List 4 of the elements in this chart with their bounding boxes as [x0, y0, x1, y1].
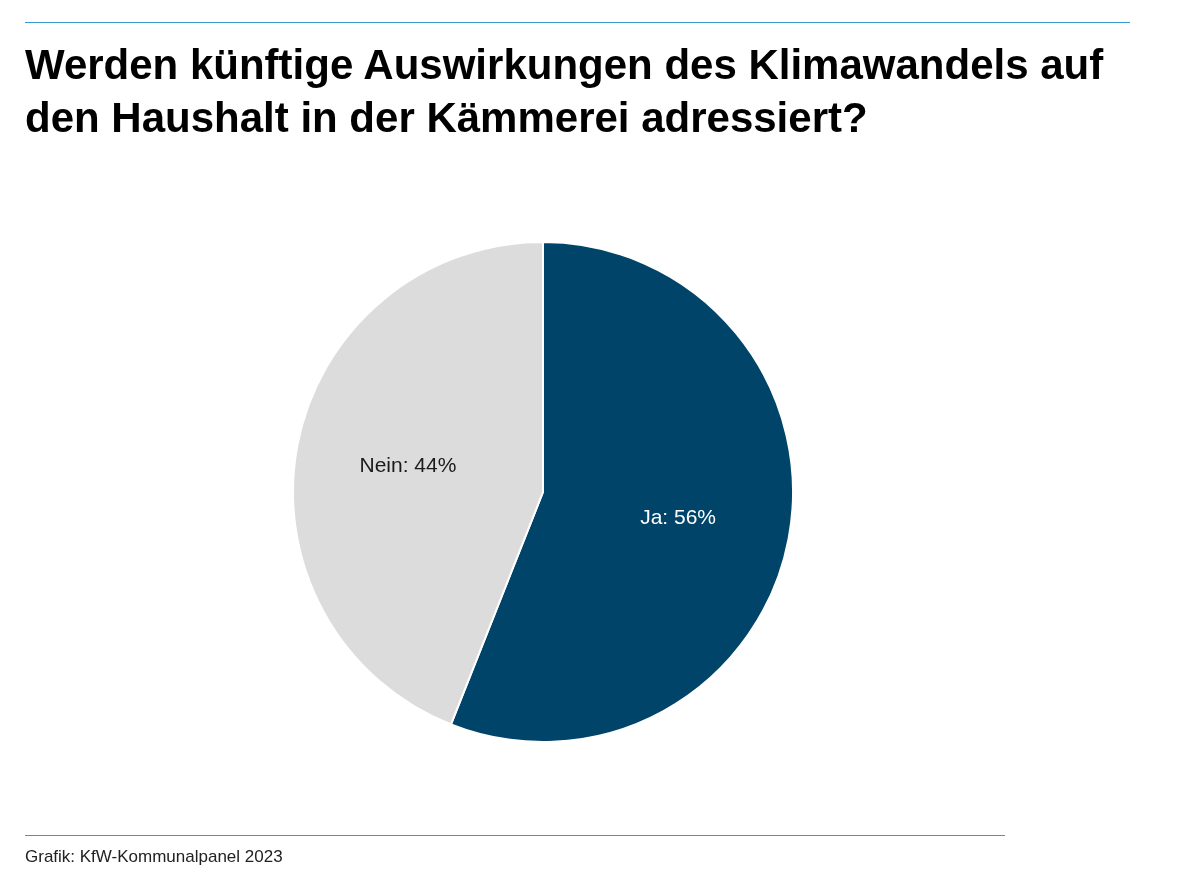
slice-label: Nein: 44%: [359, 453, 457, 477]
text: Grafik: KfW-Kommunalpanel 2023: [25, 847, 283, 867]
slice-label: Ja: 56%: [640, 504, 717, 528]
chart-title: Werden künftige Auswirkungen des Klimawandels auf den Haushalt in der Kämmerei adressiert?: [25, 40, 1105, 143]
